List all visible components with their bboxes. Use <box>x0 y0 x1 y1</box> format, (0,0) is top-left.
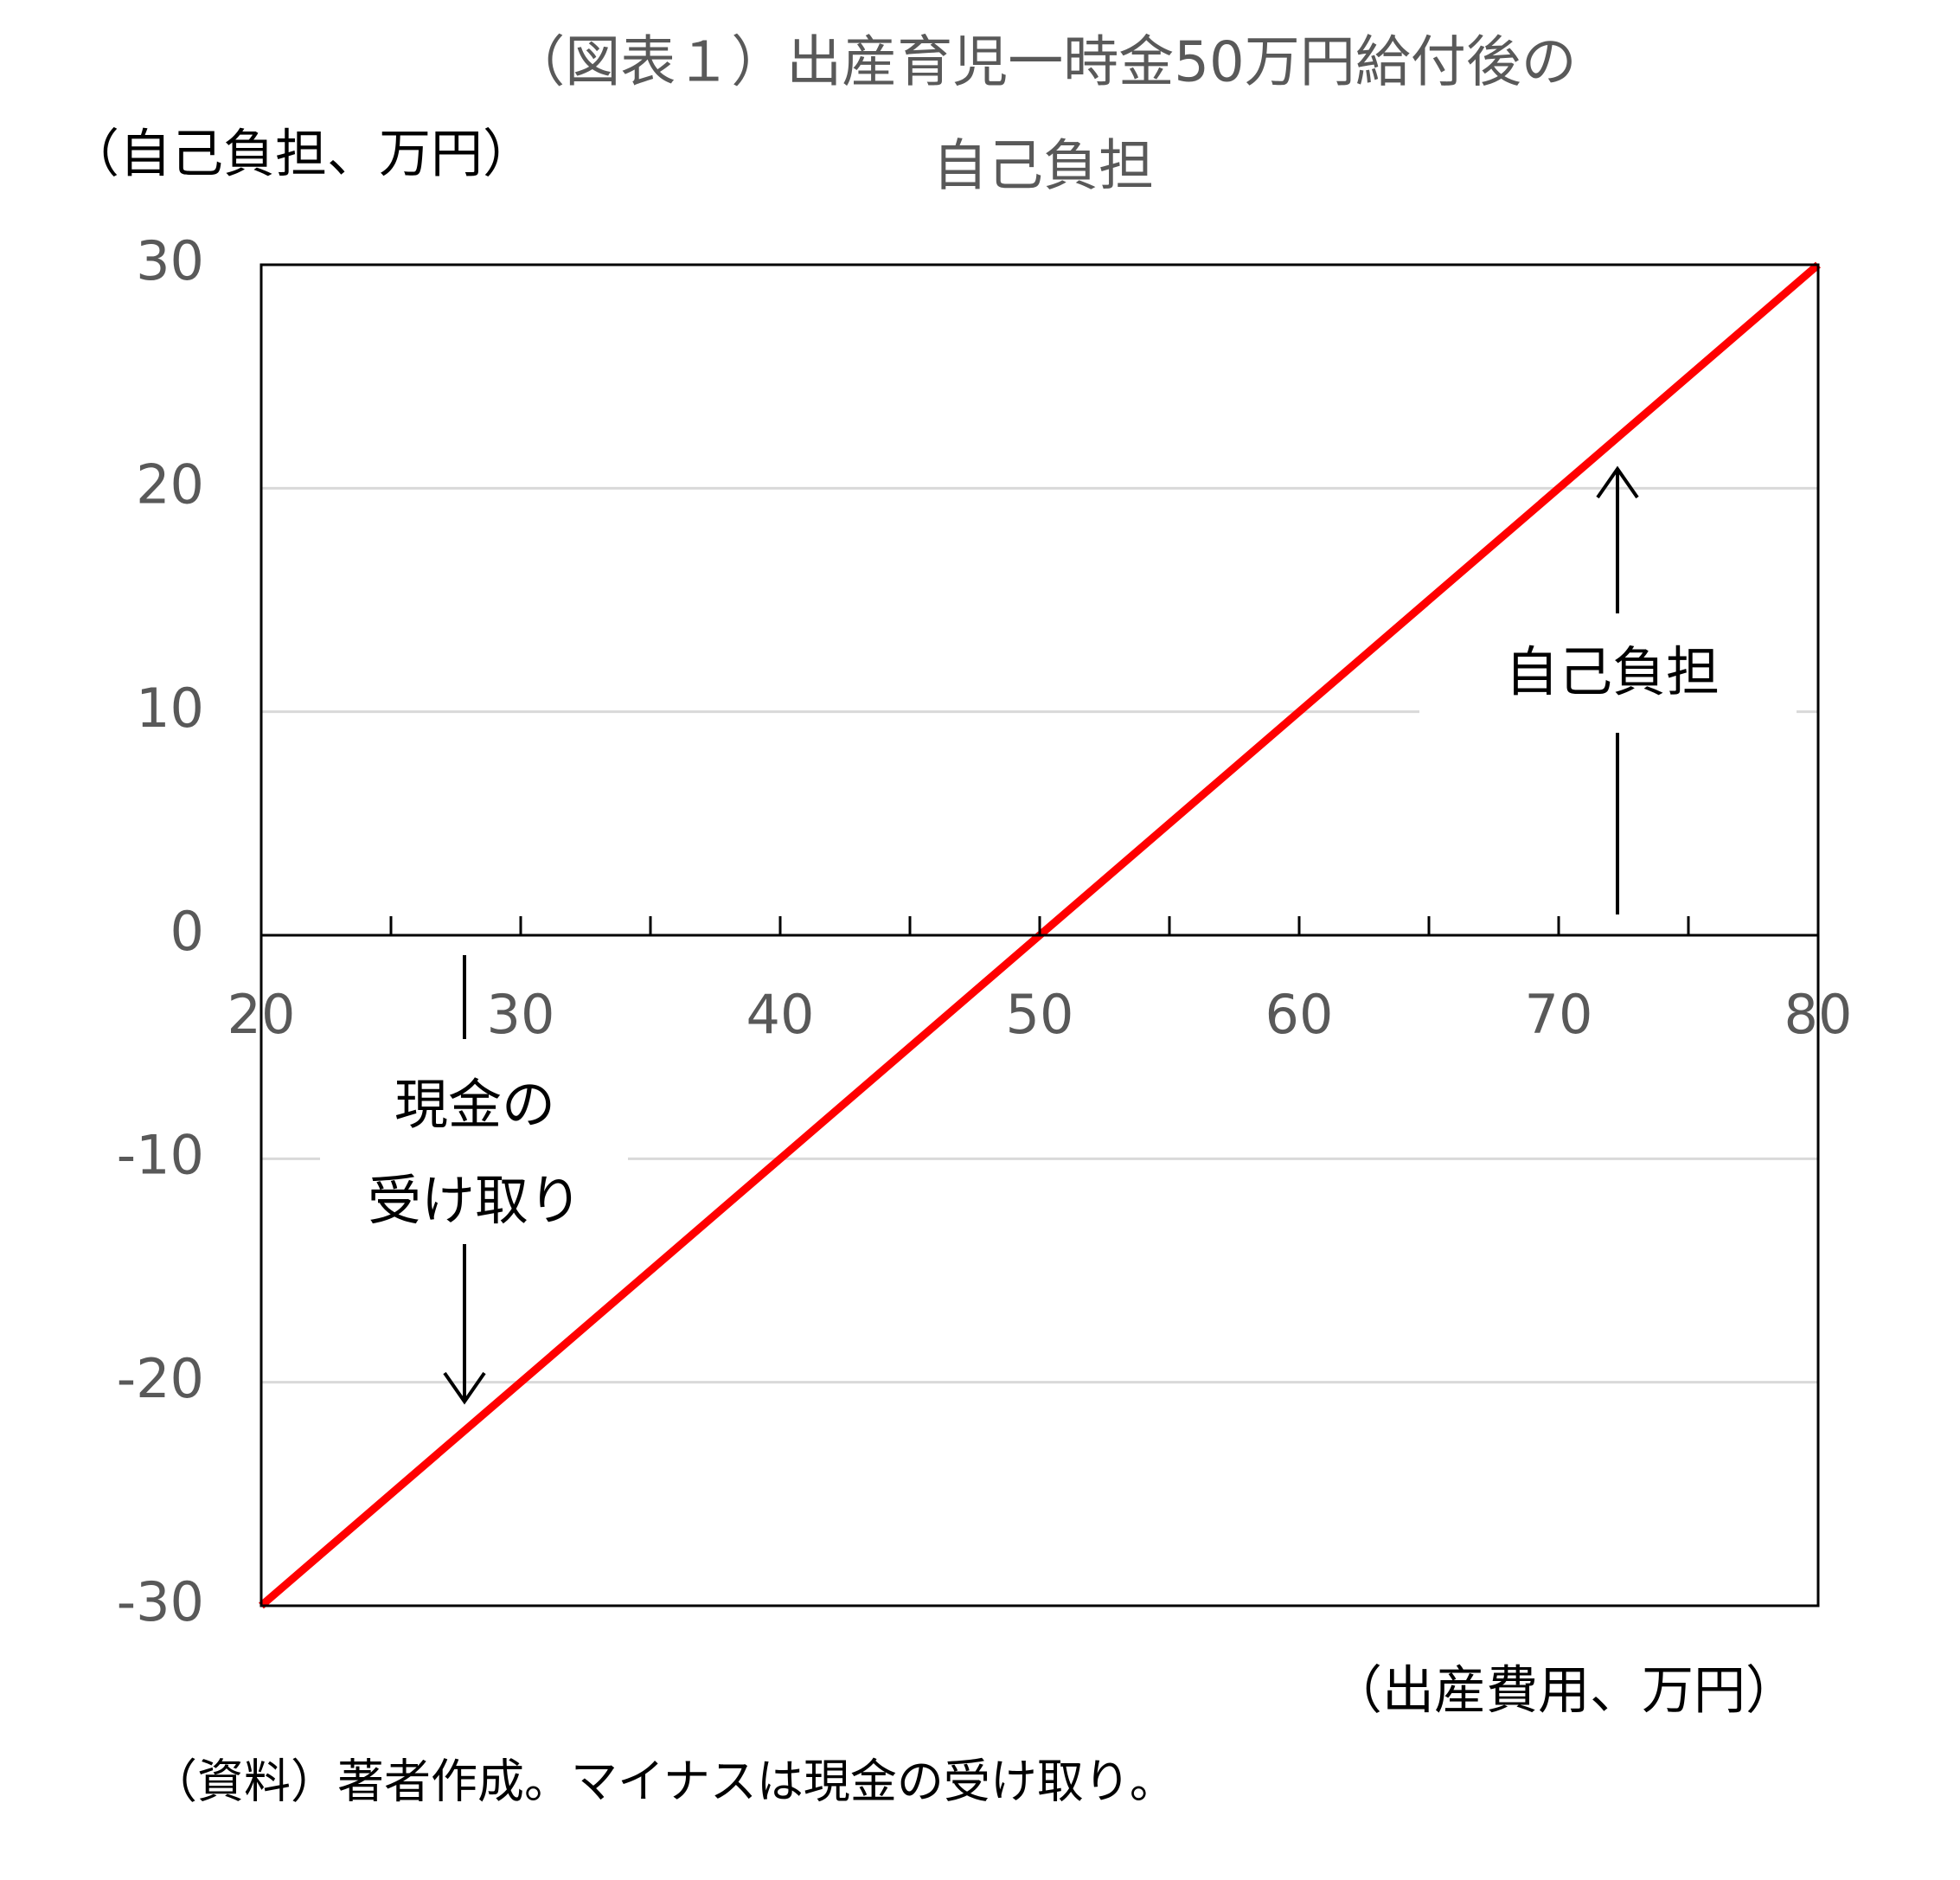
y-axis-label: （自己負担、万円） <box>67 125 535 185</box>
annotation: 受け取り <box>368 1169 582 1232</box>
arrow-head <box>443 1371 486 1405</box>
y-tick-label: 30 <box>136 229 204 292</box>
x-tick-label: 40 <box>746 983 815 1046</box>
x-tick-label: 30 <box>487 983 555 1046</box>
chart-title: （図表１）出産育児一時金50万円給付後の <box>509 31 1576 95</box>
x-tick-label: 70 <box>1525 983 1593 1046</box>
annotation: 現金の <box>394 1073 555 1136</box>
chart-subtitle: 自己負担 <box>932 135 1154 199</box>
x-tick-label: 60 <box>1265 983 1334 1046</box>
x-tick-label: 50 <box>1006 983 1074 1046</box>
plot <box>259 261 1821 1609</box>
annotation-arrows <box>443 465 1639 1405</box>
x-axis-label: （出産費用、万円） <box>1330 1661 1797 1722</box>
y-tick-label: 20 <box>136 452 204 516</box>
x-tick-label: 80 <box>1784 983 1853 1046</box>
annotation: 自己負担 <box>1505 640 1720 703</box>
y-tick-label: -30 <box>117 1570 204 1633</box>
arrow-head <box>1596 465 1639 499</box>
annotation-backdrop <box>320 1133 628 1171</box>
y-tick-label: 10 <box>136 677 204 740</box>
y-tick-label: 0 <box>170 900 204 963</box>
x-tick-label: 20 <box>227 983 296 1046</box>
annotation-backdrop <box>1419 692 1797 730</box>
source-note: （資料）著者作成。マイナスは現金の受け取り。 <box>151 1755 1176 1809</box>
y-tick-label: -10 <box>117 1123 204 1186</box>
y-tick-label: -20 <box>117 1347 204 1410</box>
